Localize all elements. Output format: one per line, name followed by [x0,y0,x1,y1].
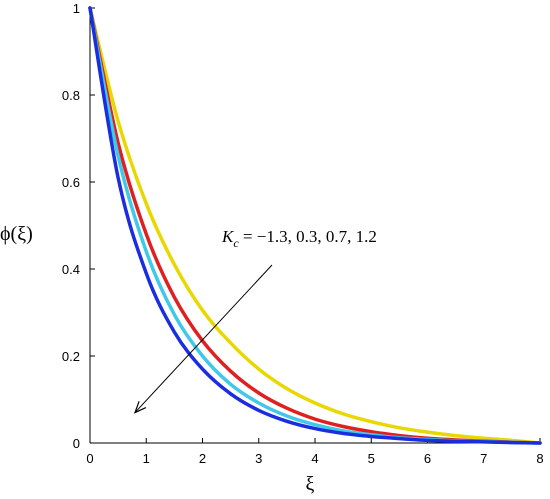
series-line-4 [88,6,542,445]
annotation-subscript: c [233,236,239,250]
annotation-label: Kc = −1.3, 0.3, 0.7, 1.2 [221,227,377,250]
annotation-arrow [134,264,273,413]
x-tick-label: 0 [86,451,93,466]
x-tick-label: 7 [480,451,487,466]
x-tick-label: 5 [368,451,375,466]
x-tick-label: 1 [143,451,150,466]
y-tick-label: 0.8 [62,88,80,103]
x-tick-label: 6 [424,451,431,466]
annotation-values: = −1.3, 0.3, 0.7, 1.2 [239,227,377,246]
axis-ticks: 0 1 2 3 4 5 6 7 8 0 0.2 0.4 0.6 0.8 1 [62,1,544,466]
y-tick-label: 0.4 [62,262,80,277]
x-tick-label: 8 [536,451,543,466]
series-layer [88,6,542,445]
x-tick-label: 4 [311,451,318,466]
y-tick-label: 0.6 [62,175,80,190]
annotation-layer: Kc = −1.3, 0.3, 0.7, 1.2 [133,227,377,414]
series-line-2 [88,6,542,445]
series-line-3 [88,6,542,445]
y-tick-label: 0.2 [62,349,80,364]
y-tick-label: 0 [73,436,80,451]
series-line-1 [88,6,542,445]
x-axis-label: ξ [306,473,315,495]
x-tick-label: 3 [255,451,262,466]
y-axis-label: ϕ(ξ) [0,223,33,245]
annotation-arrowhead [133,401,147,414]
x-tick-label: 2 [199,451,206,466]
annotation-symbol: K [221,227,235,246]
plot-frame [89,8,540,444]
y-tick-label: 1 [73,1,80,16]
